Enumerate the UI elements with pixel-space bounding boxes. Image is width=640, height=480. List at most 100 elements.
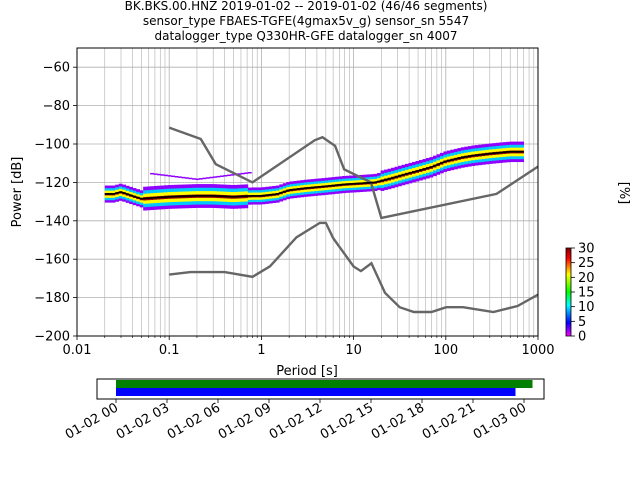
histogram-cell <box>398 180 402 184</box>
timeline-tick-label: 01-02 09 <box>216 400 274 442</box>
histogram-cell <box>502 145 507 149</box>
histogram-cell <box>324 189 329 193</box>
histogram-cell <box>478 150 483 154</box>
histogram-cell <box>167 201 172 206</box>
histogram-cell <box>324 192 329 195</box>
histogram-cell <box>377 182 381 186</box>
histogram-cell <box>450 161 455 165</box>
histogram-cell <box>178 184 182 189</box>
histogram-cell <box>335 181 339 185</box>
histogram-cell <box>513 153 518 157</box>
histogram-cell <box>206 197 210 202</box>
histogram-cell <box>307 193 312 197</box>
histogram-cell <box>310 193 315 197</box>
histogram-cell <box>478 156 483 160</box>
histogram-cell <box>492 148 497 153</box>
histogram-cell <box>146 189 151 194</box>
timeline-tick-label: 01-02 00 <box>63 400 121 442</box>
histogram-cell <box>286 186 291 190</box>
histogram-cell <box>108 199 113 203</box>
histogram-cell <box>499 153 504 158</box>
histogram-cell <box>282 185 287 189</box>
histogram-cell <box>275 195 280 198</box>
histogram-cell <box>516 147 521 151</box>
histogram-cell <box>492 146 497 150</box>
histogram-cell <box>453 163 458 167</box>
timeline-tick-label: 01-02 18 <box>369 400 427 442</box>
histogram-cell <box>125 190 130 194</box>
histogram-cell <box>226 174 231 177</box>
histogram-cell <box>129 186 133 190</box>
histogram-cell <box>394 178 399 182</box>
histogram-cell <box>230 198 235 203</box>
histogram-cell <box>439 167 444 171</box>
histogram-cell <box>450 166 455 171</box>
histogram-cell <box>415 172 420 176</box>
histogram-cell <box>233 198 238 203</box>
histogram-cell <box>293 190 298 194</box>
histogram-cell <box>244 172 249 174</box>
histogram-cell <box>181 176 186 179</box>
histogram-cell <box>408 162 413 167</box>
histogram-cell <box>153 192 158 197</box>
histogram-cell <box>495 145 500 149</box>
histogram-cell <box>363 174 367 178</box>
histogram-cell <box>150 206 154 211</box>
chart-title-line-1: BK.BKS.00.HNZ 2019-01-02 -- 2019-01-02 (… <box>125 0 488 13</box>
histogram-cell <box>425 163 430 167</box>
histogram-cell <box>108 195 113 198</box>
x-tick-label: 1 <box>257 343 265 358</box>
histogram-cell <box>502 153 507 157</box>
histogram-cell <box>418 174 423 178</box>
histogram-cell <box>192 204 196 209</box>
histogram-cell <box>520 158 525 163</box>
histogram-cell <box>516 153 521 157</box>
histogram-cell <box>310 191 315 194</box>
histogram-cell <box>192 187 196 192</box>
histogram-cell <box>335 186 339 190</box>
histogram-cell <box>429 168 434 172</box>
histogram-cell <box>188 187 193 192</box>
histogram-cell <box>192 184 196 188</box>
histogram-cell <box>233 191 238 196</box>
histogram-cell <box>164 185 168 189</box>
histogram-cell <box>328 187 332 190</box>
histogram-cell <box>233 205 238 209</box>
histogram-cell <box>349 185 353 188</box>
histogram-cell <box>314 190 319 194</box>
histogram-cell <box>474 150 479 155</box>
histogram-cell <box>439 170 444 174</box>
histogram-cell <box>265 198 270 202</box>
histogram-cell <box>104 195 109 198</box>
histogram-cell <box>471 145 476 149</box>
histogram-cell <box>157 189 161 193</box>
histogram-cell <box>275 197 280 201</box>
histogram-cell <box>370 179 374 182</box>
histogram-cell <box>146 193 151 197</box>
histogram-cell <box>265 201 270 204</box>
histogram-cell <box>181 201 186 206</box>
histogram-cell <box>254 189 259 193</box>
histogram-cell <box>118 193 123 197</box>
histogram-cell <box>467 157 472 161</box>
coverage-bar <box>116 388 516 396</box>
histogram-cell <box>415 178 420 182</box>
x-tick-label: 100 <box>433 343 458 358</box>
histogram-cell <box>303 179 308 183</box>
histogram-cell <box>122 189 127 193</box>
histogram-cell <box>223 191 228 196</box>
histogram-cell <box>391 185 395 189</box>
histogram-cell <box>108 197 113 201</box>
histogram-cell <box>460 161 465 165</box>
histogram-cell <box>443 162 448 167</box>
histogram-cell <box>139 202 144 206</box>
histogram-cell <box>136 203 140 207</box>
histogram-cell <box>153 199 158 204</box>
histogram-cell <box>411 173 416 177</box>
histogram-cell <box>307 184 312 187</box>
histogram-cell <box>272 195 277 199</box>
histogram-cell <box>418 177 423 181</box>
histogram-cell <box>317 192 322 196</box>
histogram-cell <box>411 161 416 166</box>
histogram-cell <box>432 158 437 162</box>
